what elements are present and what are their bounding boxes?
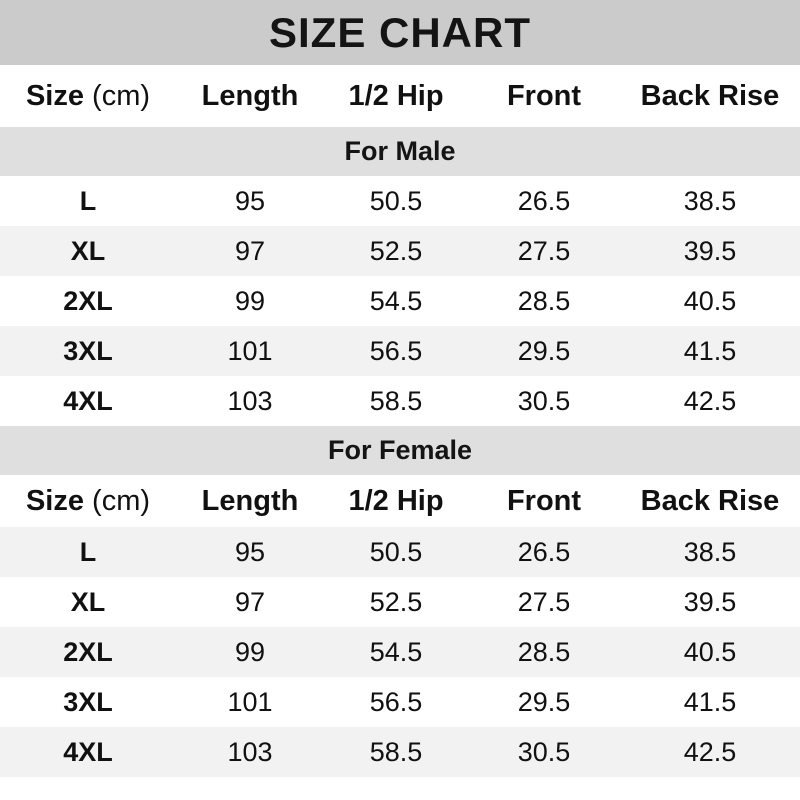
header-front: Front [506, 484, 582, 517]
back-rise-value: 40.5 [683, 636, 737, 667]
front-value: 29.5 [517, 686, 571, 717]
table-row: 3XL 101 56.5 29.5 41.5 [0, 677, 800, 727]
hip-value: 56.5 [369, 686, 423, 717]
size-value: XL [70, 235, 106, 266]
table-header-row: Size (cm) Length 1/2 Hip Front Back Rise [0, 65, 800, 127]
header-size: Size (cm) [0, 80, 176, 113]
header-hip: 1/2 Hip [348, 484, 444, 517]
hip-value: 56.5 [369, 335, 423, 366]
header-front: Front [506, 79, 582, 112]
back-rise-value: 40.5 [683, 285, 737, 316]
header-size: Size (cm) [0, 485, 176, 518]
size-value: L [79, 536, 97, 567]
back-rise-value: 38.5 [683, 185, 737, 216]
back-rise-value: 39.5 [683, 586, 737, 617]
table-row: XL 97 52.5 27.5 39.5 [0, 226, 800, 276]
table-row: 2XL 99 54.5 28.5 40.5 [0, 627, 800, 677]
table-row: 3XL 101 56.5 29.5 41.5 [0, 326, 800, 376]
header-back-rise: Back Rise [640, 484, 780, 517]
front-value: 26.5 [517, 536, 571, 567]
table-row: 2XL 99 54.5 28.5 40.5 [0, 276, 800, 326]
hip-value: 50.5 [369, 536, 423, 567]
front-value: 27.5 [517, 235, 571, 266]
back-rise-value: 38.5 [683, 536, 737, 567]
header-size-unit: (cm) [92, 484, 151, 517]
size-value: 4XL [63, 385, 113, 416]
length-value: 97 [234, 235, 266, 266]
length-value: 95 [234, 536, 266, 567]
back-rise-value: 41.5 [683, 335, 737, 366]
header-length: Length [201, 484, 299, 517]
length-value: 103 [227, 385, 273, 416]
header-size-label: Size [25, 79, 84, 112]
header-length: Length [201, 79, 299, 112]
length-value: 101 [227, 686, 273, 717]
size-value: 2XL [63, 285, 113, 316]
length-value: 103 [227, 736, 273, 767]
header-hip: 1/2 Hip [348, 79, 444, 112]
table-row: L 95 50.5 26.5 38.5 [0, 527, 800, 577]
hip-value: 54.5 [369, 636, 423, 667]
back-rise-value: 41.5 [683, 686, 737, 717]
hip-value: 58.5 [369, 385, 423, 416]
hip-value: 54.5 [369, 285, 423, 316]
size-value: 4XL [63, 736, 113, 767]
size-chart-title: SIZE CHART [0, 0, 800, 65]
front-value: 26.5 [517, 185, 571, 216]
size-value: XL [70, 586, 106, 617]
header-back-rise: Back Rise [640, 79, 780, 112]
size-value: 3XL [63, 335, 113, 366]
front-value: 27.5 [517, 586, 571, 617]
length-value: 95 [234, 185, 266, 216]
size-value: 3XL [63, 686, 113, 717]
hip-value: 52.5 [369, 235, 423, 266]
length-value: 101 [227, 335, 273, 366]
length-value: 97 [234, 586, 266, 617]
table-row: L 95 50.5 26.5 38.5 [0, 176, 800, 226]
front-value: 30.5 [517, 385, 571, 416]
table-row: 4XL 103 58.5 30.5 42.5 [0, 727, 800, 777]
length-value: 99 [234, 285, 266, 316]
back-rise-value: 42.5 [683, 385, 737, 416]
front-value: 30.5 [517, 736, 571, 767]
section-banner-female: For Female [0, 426, 800, 475]
back-rise-value: 39.5 [683, 235, 737, 266]
table-row: XL 97 52.5 27.5 39.5 [0, 577, 800, 627]
header-size-label: Size [25, 484, 84, 517]
length-value: 99 [234, 636, 266, 667]
hip-value: 58.5 [369, 736, 423, 767]
table-row: 4XL 103 58.5 30.5 42.5 [0, 376, 800, 426]
size-value: L [79, 185, 97, 216]
front-value: 28.5 [517, 285, 571, 316]
front-value: 28.5 [517, 636, 571, 667]
header-size-unit: (cm) [92, 79, 151, 112]
section-banner-male: For Male [0, 127, 800, 176]
hip-value: 52.5 [369, 586, 423, 617]
back-rise-value: 42.5 [683, 736, 737, 767]
size-value: 2XL [63, 636, 113, 667]
table-header-row: Size (cm) Length 1/2 Hip Front Back Rise [0, 475, 800, 527]
front-value: 29.5 [517, 335, 571, 366]
hip-value: 50.5 [369, 185, 423, 216]
